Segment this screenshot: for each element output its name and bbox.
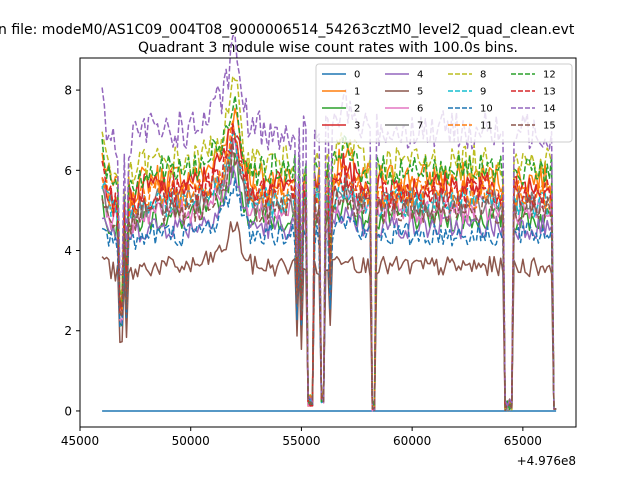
legend-label-7: 7 bbox=[417, 121, 423, 132]
legend-label-4: 4 bbox=[417, 70, 423, 81]
x-tick-label: 50000 bbox=[172, 434, 210, 448]
legend-label-13: 13 bbox=[543, 87, 556, 98]
y-tick-label: 0 bbox=[64, 404, 72, 418]
legend-label-3: 3 bbox=[354, 121, 360, 132]
y-tick-label: 4 bbox=[64, 244, 72, 258]
y-tick-label: 6 bbox=[64, 164, 72, 178]
x-tick-label: 65000 bbox=[504, 434, 542, 448]
x-tick-label: 55000 bbox=[282, 434, 320, 448]
series-line-13 bbox=[101, 123, 557, 410]
legend-label-12: 12 bbox=[543, 70, 556, 81]
legend-label-0: 0 bbox=[354, 70, 360, 81]
legend-label-9: 9 bbox=[480, 87, 486, 98]
legend-label-14: 14 bbox=[543, 104, 556, 115]
x-tick-label: 45000 bbox=[61, 434, 99, 448]
legend-label-5: 5 bbox=[417, 87, 423, 98]
legend-label-1: 1 bbox=[354, 87, 360, 98]
legend-label-2: 2 bbox=[354, 104, 360, 115]
legend-label-11: 11 bbox=[480, 121, 493, 132]
plot-frame bbox=[79, 57, 577, 428]
y-tick-label: 2 bbox=[64, 324, 72, 338]
legend-label-8: 8 bbox=[480, 70, 486, 81]
legend-label-6: 6 bbox=[417, 104, 423, 115]
x-tick-label: 60000 bbox=[393, 434, 431, 448]
legend-label-15: 15 bbox=[543, 121, 556, 132]
series-line-8 bbox=[101, 75, 557, 411]
x-offset-label: +4.976e8 bbox=[517, 454, 576, 468]
y-axis: 0 2 4 6 8 bbox=[64, 84, 80, 418]
chart-title: Quadrant 3 module wise count rates with … bbox=[138, 40, 518, 56]
legend-label-10: 10 bbox=[480, 104, 493, 115]
legend-frame bbox=[315, 63, 573, 143]
x-axis: 45000 50000 55000 60000 65000 bbox=[61, 427, 542, 448]
figure-suptitle: n file: modeM0/AS1C09_004T08_9000006514_… bbox=[0, 22, 575, 38]
y-tick-label: 8 bbox=[64, 84, 72, 98]
series-line-12 bbox=[101, 95, 557, 411]
series-line-15 bbox=[101, 142, 557, 410]
